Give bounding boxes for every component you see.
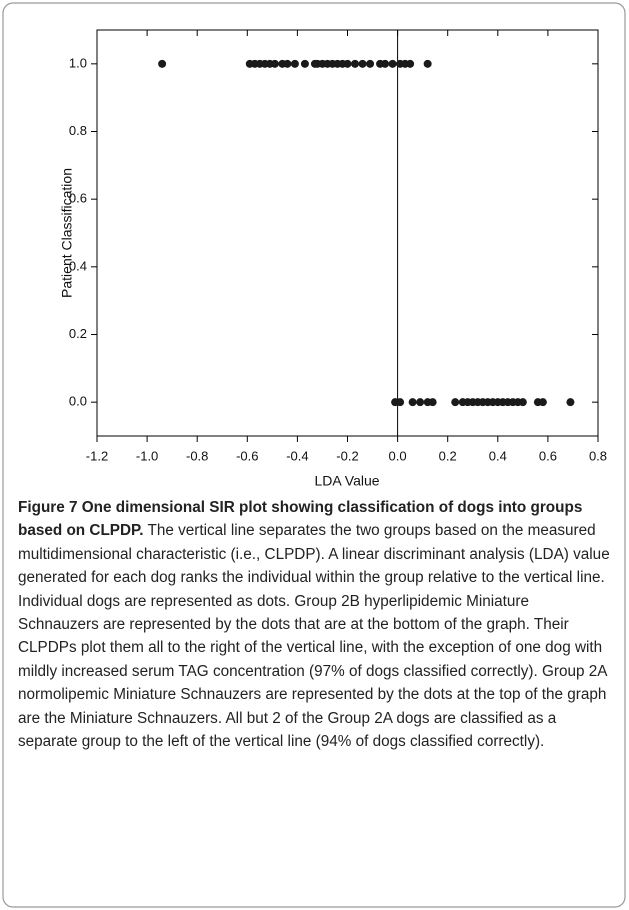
point (538, 398, 547, 407)
point (396, 398, 405, 407)
x-tick-label: -0.8 (186, 448, 208, 463)
x-tick-label: -0.6 (236, 448, 258, 463)
point (283, 59, 292, 68)
x-tick-label: 0.0 (389, 448, 407, 463)
y-tick-label: 0.8 (69, 123, 87, 138)
x-tick-label: 0.2 (439, 448, 457, 463)
point (381, 59, 390, 68)
caption-text: The vertical line separates the two grou… (18, 522, 610, 751)
point (566, 398, 575, 407)
point (408, 398, 417, 407)
point (343, 59, 352, 68)
point (451, 398, 460, 407)
point (428, 398, 437, 407)
y-tick-label: 0.0 (69, 394, 87, 409)
point (518, 398, 527, 407)
point (290, 59, 299, 68)
point (300, 59, 309, 68)
point (416, 398, 425, 407)
point (358, 59, 367, 68)
y-tick-label: 1.0 (69, 55, 87, 70)
x-tick-label: -0.2 (336, 448, 358, 463)
point (270, 59, 279, 68)
x-tick-label: 0.6 (539, 448, 557, 463)
point (158, 59, 167, 68)
caption: Figure 7 One dimensional SIR plot showin… (18, 496, 614, 753)
y-tick-label: 0.6 (69, 191, 87, 206)
x-tick-label: -1.2 (86, 448, 108, 463)
plot-frame (96, 29, 599, 437)
point (423, 59, 432, 68)
x-axis-label: LDA Value (314, 473, 379, 489)
x-tick-label: 0.4 (489, 448, 507, 463)
x-tick-label: -0.4 (286, 448, 308, 463)
point (351, 59, 360, 68)
x-tick-label: 0.8 (589, 448, 607, 463)
point (388, 59, 397, 68)
point (366, 59, 375, 68)
x-tick-label: -1.0 (136, 448, 158, 463)
y-tick-label: 0.4 (69, 258, 87, 273)
caption-title: Figure 7 One dimensional SIR plot showin… (18, 499, 583, 540)
y-tick-label: 0.2 (69, 326, 87, 341)
y-axis-label: Patient Classification (59, 168, 75, 298)
point (406, 59, 415, 68)
